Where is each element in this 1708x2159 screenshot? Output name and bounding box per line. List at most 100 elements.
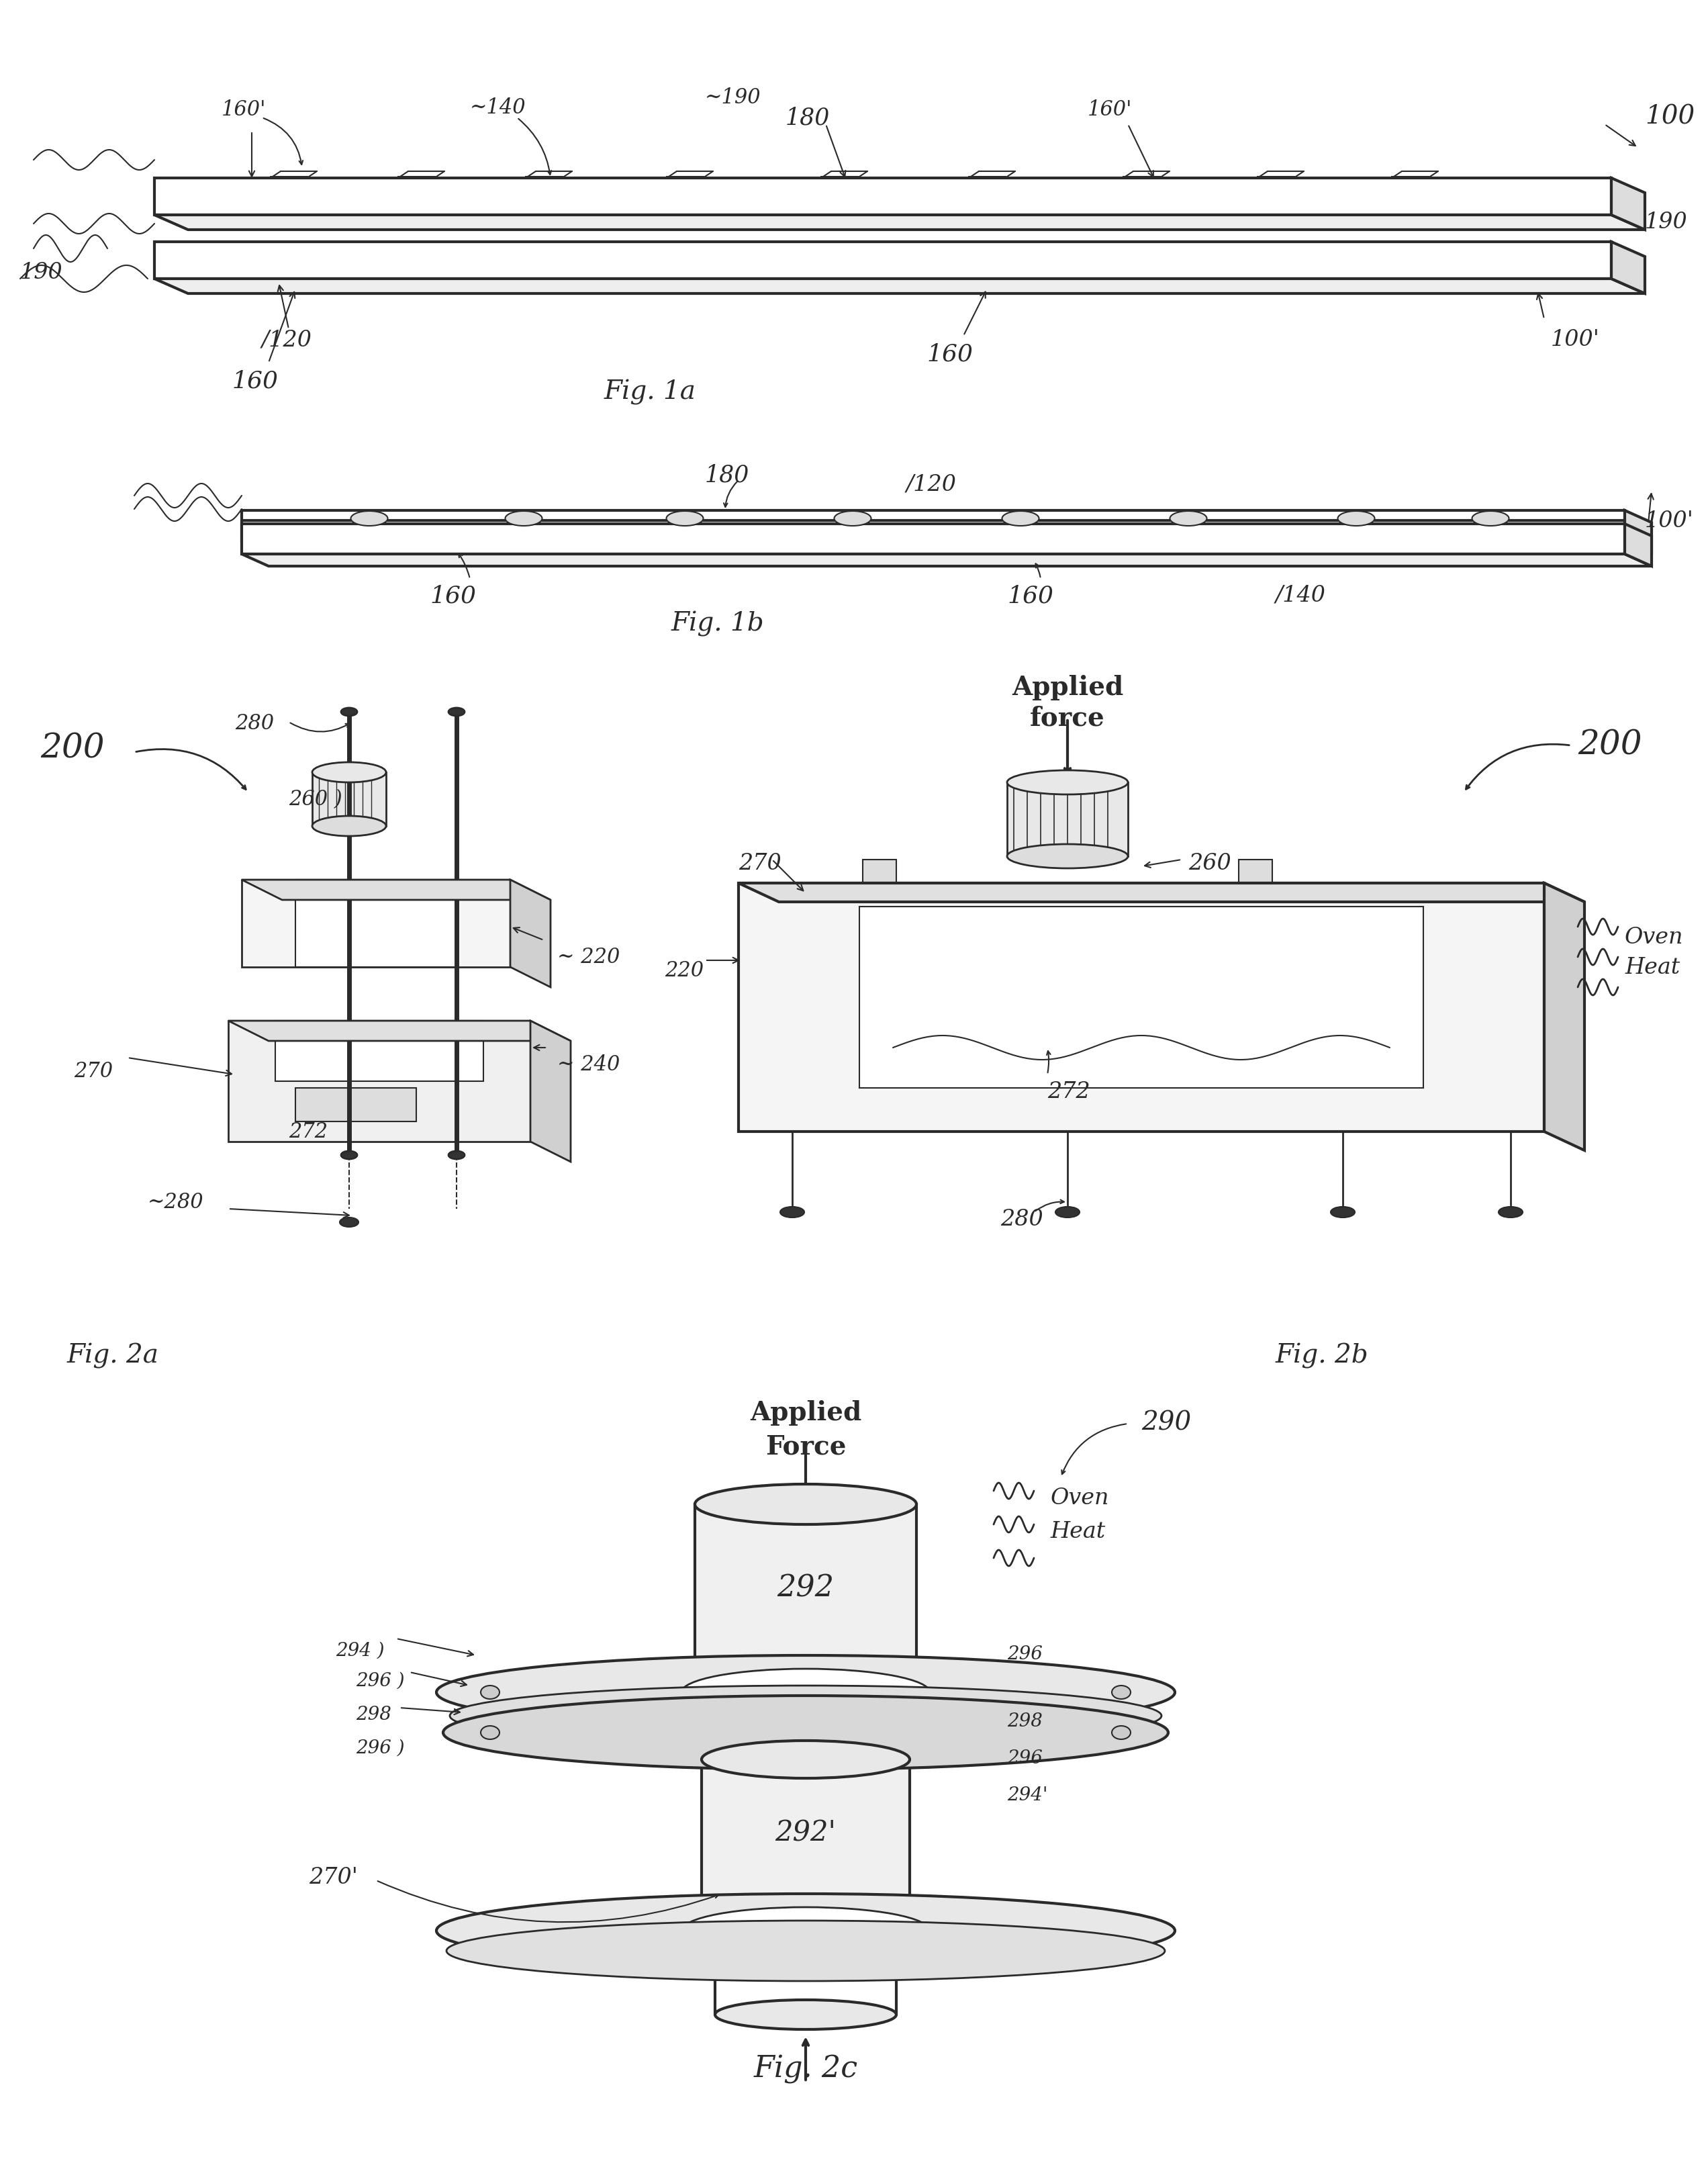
Bar: [229, 1021, 531, 1142]
Ellipse shape: [695, 1665, 917, 1706]
Ellipse shape: [1003, 512, 1038, 527]
Polygon shape: [229, 1021, 570, 1041]
Text: 298: 298: [355, 1706, 391, 1723]
Ellipse shape: [437, 1656, 1175, 1729]
Ellipse shape: [716, 1999, 897, 2029]
Text: 290: 290: [1141, 1410, 1190, 1436]
Ellipse shape: [342, 708, 357, 717]
Ellipse shape: [437, 1893, 1175, 1967]
Text: Force: Force: [765, 1434, 845, 1459]
Text: 272: 272: [289, 1121, 328, 1142]
Text: 270: 270: [738, 853, 781, 874]
Text: ~190: ~190: [705, 86, 762, 108]
Text: Oven: Oven: [1624, 926, 1684, 948]
Polygon shape: [154, 242, 1611, 279]
Ellipse shape: [313, 762, 386, 782]
Ellipse shape: [666, 512, 704, 527]
Polygon shape: [1611, 242, 1645, 294]
Polygon shape: [243, 525, 1624, 555]
Text: 220: 220: [664, 961, 704, 980]
Polygon shape: [1624, 510, 1652, 553]
Text: Heat: Heat: [1050, 1522, 1105, 1542]
Text: Fig. 2b: Fig. 2b: [1276, 1343, 1368, 1369]
Bar: [863, 859, 897, 883]
Text: 298: 298: [1008, 1712, 1042, 1732]
Polygon shape: [1611, 177, 1645, 229]
Text: /120: /120: [261, 328, 313, 350]
Text: 100': 100': [1645, 510, 1694, 531]
Ellipse shape: [449, 708, 465, 717]
Text: 270: 270: [73, 1060, 113, 1082]
Polygon shape: [243, 555, 1652, 566]
Text: Applied: Applied: [1011, 676, 1124, 700]
Polygon shape: [154, 216, 1645, 229]
Polygon shape: [511, 879, 550, 987]
Bar: [702, 1760, 910, 1922]
Bar: [1392, 177, 1428, 205]
Ellipse shape: [702, 1902, 910, 1939]
Bar: [822, 177, 857, 205]
Ellipse shape: [702, 1740, 910, 1779]
Bar: [270, 177, 307, 205]
Text: 160: 160: [1008, 585, 1054, 607]
Ellipse shape: [340, 1218, 359, 1226]
Polygon shape: [154, 279, 1645, 294]
Text: Applied: Applied: [750, 1401, 861, 1425]
Bar: [270, 177, 307, 205]
Text: 292': 292': [775, 1820, 837, 1848]
Polygon shape: [154, 177, 1611, 216]
Text: 200: 200: [41, 732, 104, 764]
Polygon shape: [1624, 525, 1652, 566]
Ellipse shape: [681, 1906, 929, 1954]
Ellipse shape: [1112, 1686, 1131, 1699]
Text: 260: 260: [1189, 853, 1231, 874]
Text: ~ 220: ~ 220: [557, 948, 620, 967]
Text: /140: /140: [1276, 585, 1325, 607]
Polygon shape: [243, 510, 1624, 540]
Text: 294': 294': [1008, 1785, 1047, 1805]
Bar: [1257, 177, 1295, 205]
Ellipse shape: [446, 1922, 1165, 1982]
Text: 280: 280: [236, 712, 273, 734]
Text: 180: 180: [786, 106, 830, 130]
Text: 260 ): 260 ): [289, 788, 342, 810]
Bar: [822, 177, 857, 205]
Text: 100': 100': [1551, 328, 1600, 350]
Ellipse shape: [506, 512, 541, 527]
Ellipse shape: [313, 816, 386, 836]
Text: Fig. 2a: Fig. 2a: [67, 1343, 159, 1369]
Text: ~140: ~140: [470, 97, 526, 119]
Text: 296 ): 296 ): [355, 1671, 405, 1690]
Ellipse shape: [480, 1686, 499, 1699]
Ellipse shape: [449, 1686, 1161, 1747]
Ellipse shape: [1472, 512, 1508, 527]
Text: 294 ): 294 ): [336, 1641, 384, 1660]
Text: 272: 272: [1047, 1082, 1090, 1103]
Ellipse shape: [1337, 512, 1375, 527]
Ellipse shape: [1008, 771, 1127, 795]
Bar: [1392, 177, 1428, 205]
Text: force: force: [1030, 706, 1105, 730]
Ellipse shape: [781, 1207, 804, 1218]
Bar: [1257, 177, 1295, 205]
Ellipse shape: [834, 512, 871, 527]
Polygon shape: [738, 883, 1585, 902]
Text: Heat: Heat: [1624, 956, 1681, 978]
Ellipse shape: [695, 1483, 917, 1524]
Bar: [295, 1088, 417, 1121]
Text: 160: 160: [232, 369, 278, 393]
Bar: [968, 177, 1006, 205]
Text: Fig. 1b: Fig. 1b: [671, 611, 765, 637]
Bar: [526, 177, 562, 205]
Text: 160': 160': [222, 99, 266, 121]
Text: ~280: ~280: [147, 1192, 203, 1213]
Text: 180: 180: [705, 464, 750, 486]
Bar: [968, 177, 1006, 205]
Text: 296 ): 296 ): [355, 1740, 405, 1757]
Bar: [1124, 177, 1160, 205]
Bar: [859, 907, 1423, 1088]
Bar: [398, 177, 436, 205]
Ellipse shape: [442, 1695, 1168, 1770]
Ellipse shape: [1056, 1207, 1079, 1218]
Text: 190: 190: [1645, 212, 1688, 233]
